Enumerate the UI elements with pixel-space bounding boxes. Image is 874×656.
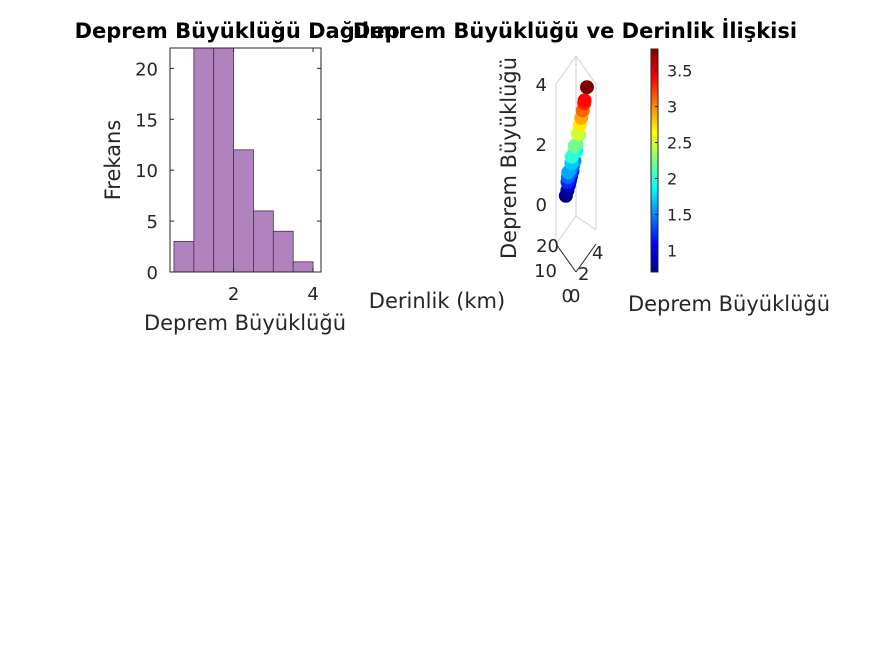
magnitude-axis-line: [575, 243, 597, 273]
histogram-bar: [292, 261, 314, 273]
histogram-xtick-label: 4: [307, 284, 318, 305]
scatter-xlabel: Derinlik (km): [369, 289, 505, 313]
scatter-depth-tick-label: 10: [534, 261, 557, 282]
histogram-ylabel: Frekans: [101, 120, 125, 201]
scatter-point: [567, 139, 582, 153]
histogram-bar: [272, 230, 294, 273]
colorbar: 1 1.5 2 2.5 3 3.5 Deprem Büyüklüğü: [628, 48, 830, 316]
histogram-bar: [253, 210, 274, 273]
scatter-magnitude-tick-label: 2: [578, 264, 589, 285]
colorbar-tick-label: 1: [667, 241, 677, 260]
histogram-ticks: 0 5 10 15 20 2 4: [135, 48, 321, 305]
scatter-magnitude-tick-label: 4: [592, 243, 603, 264]
colorbar-label: Deprem Büyüklüğü: [628, 292, 830, 316]
histogram-bar: [193, 47, 215, 273]
scatter-depth-tick-label: 0: [562, 286, 573, 307]
colorbar-tick-label: 1.5: [667, 205, 692, 224]
scatter-point: [579, 80, 594, 95]
colorbar-tick-label: 3: [667, 98, 677, 117]
histogram-ytick-label: 20: [135, 59, 158, 80]
scatter-ztick-label: 4: [536, 75, 547, 96]
histogram-xtick-label: 2: [228, 284, 239, 305]
histogram-ytick-label: 0: [147, 263, 158, 284]
box-edge-floor-right: [575, 215, 597, 231]
histogram-xlabel: Deprem Büyüklüğü: [144, 311, 346, 335]
histogram-axes-box: [169, 47, 322, 273]
colorbar-tick-label: 2: [667, 169, 677, 188]
scatter-point: [577, 93, 592, 108]
histogram-ytick-label: 15: [135, 110, 158, 131]
scatter-ztick-label: 0: [536, 195, 547, 216]
histogram-ytick-label: 5: [147, 212, 158, 233]
histogram-bars: [173, 47, 314, 273]
scatter-magnitude-tick-label: 0: [569, 286, 580, 307]
scatter-title: Deprem Büyüklüğü ve Derinlik İlişkisi: [353, 18, 797, 43]
scatter-point: [564, 149, 579, 164]
histogram-bar: [233, 149, 254, 273]
colorbar-gradient: [650, 48, 659, 273]
scatter-zlabel: Deprem Büyüklüğü: [497, 57, 521, 259]
box-edge-top-right: [575, 55, 597, 85]
colorbar-tick-label: 3.5: [667, 62, 692, 81]
colorbar-tick-label: 2.5: [667, 134, 692, 153]
scatter3d-chart: Deprem Büyüklüğü ve Derinlik İlişkisi 02…: [353, 18, 797, 313]
box-edge-top-left: [555, 55, 577, 85]
histogram-ytick-label: 10: [135, 161, 158, 182]
scatter-ztick-label: 2: [536, 135, 547, 156]
scatter-depth-tick-label: 20: [536, 236, 559, 257]
histogram-bar: [173, 241, 195, 273]
histogram-title: Deprem Büyüklüğü Dağılımı: [75, 19, 406, 43]
colorbar-ticks: 1 1.5 2 2.5 3 3.5: [655, 62, 692, 260]
scatter-points: [558, 80, 594, 203]
scatter3d-box: [555, 55, 597, 245]
box-edge-floor-left: [555, 215, 577, 245]
depth-axis-line: [555, 243, 577, 273]
histogram-bar: [213, 47, 234, 273]
histogram-chart: Deprem Büyüklüğü Dağılımı 0 5 10 15 20 2 4 Fre…: [75, 19, 406, 335]
